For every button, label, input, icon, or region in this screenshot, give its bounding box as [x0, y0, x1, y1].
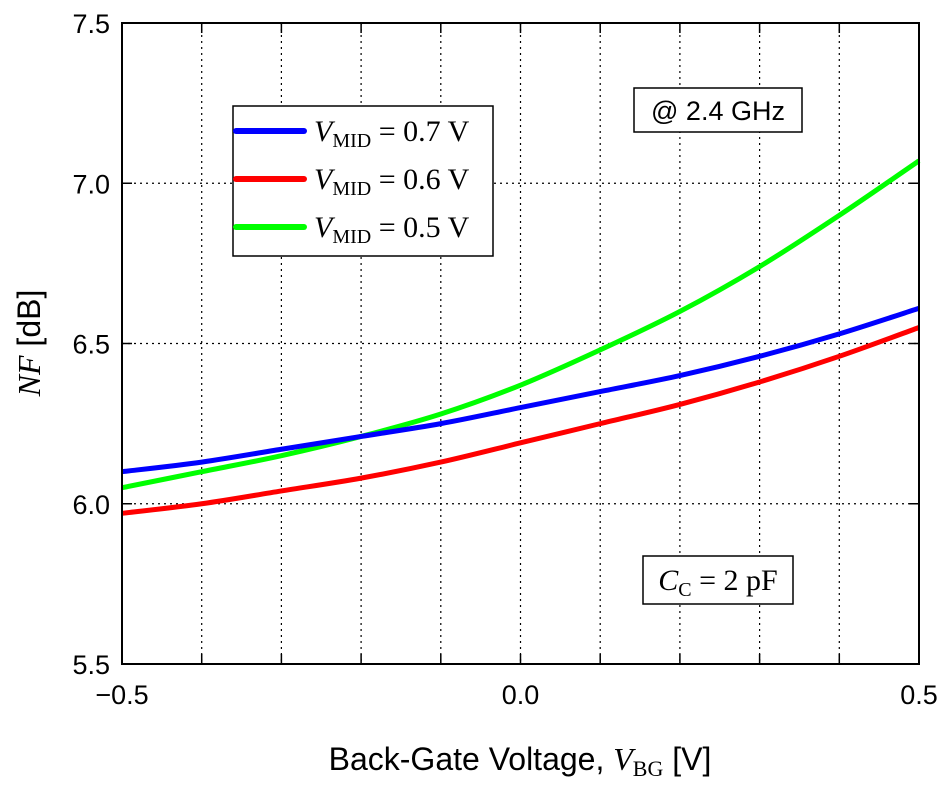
x-tick-label: −0.5 [95, 680, 148, 710]
series-line-vmid-0-5 [121, 158, 921, 491]
frequency-annotation-box [633, 87, 803, 133]
frequency-annotation-text: @ 2.4 GHz [651, 96, 785, 126]
x-tick-label: 0.0 [502, 680, 540, 710]
x-tick-label: 0.5 [900, 680, 938, 710]
y-tick-label: 6.0 [72, 490, 110, 520]
legend-label-vmid-0-5: VMID = 0.5 V [314, 211, 470, 248]
y-tick-label: 5.5 [72, 650, 110, 680]
x-axis-label: Back-Gate Voltage, VBG [V] [329, 741, 712, 781]
legend: VMID = 0.7 V VMID = 0.6 V VMID = 0.5 V [232, 105, 494, 257]
legend-label-vmid-0-7: VMID = 0.7 V [314, 115, 470, 152]
tick-labels: −0.5 0.0 0.5 5.5 6.0 6.5 7.0 7.5 [72, 9, 937, 710]
y-tick-label: 7.5 [72, 9, 110, 39]
legend-label-vmid-0-6: VMID = 0.6 V [314, 163, 470, 200]
series-line-vmid-0-6 [121, 325, 920, 516]
capacitance-annotation-text: CC = 2 pF [658, 564, 777, 601]
y-tick-label: 7.0 [72, 169, 110, 199]
capacitance-annotation: CC = 2 pF [642, 555, 794, 605]
series-lines [121, 158, 921, 516]
series-line-vmid-0-7 [121, 305, 920, 475]
axis-ticks [122, 23, 919, 664]
frequency-annotation: @ 2.4 GHz [633, 87, 803, 133]
y-tick-label: 6.5 [72, 330, 110, 360]
y-axis-label: NF [dB] [11, 290, 47, 398]
capacitance-annotation-box [642, 555, 794, 605]
